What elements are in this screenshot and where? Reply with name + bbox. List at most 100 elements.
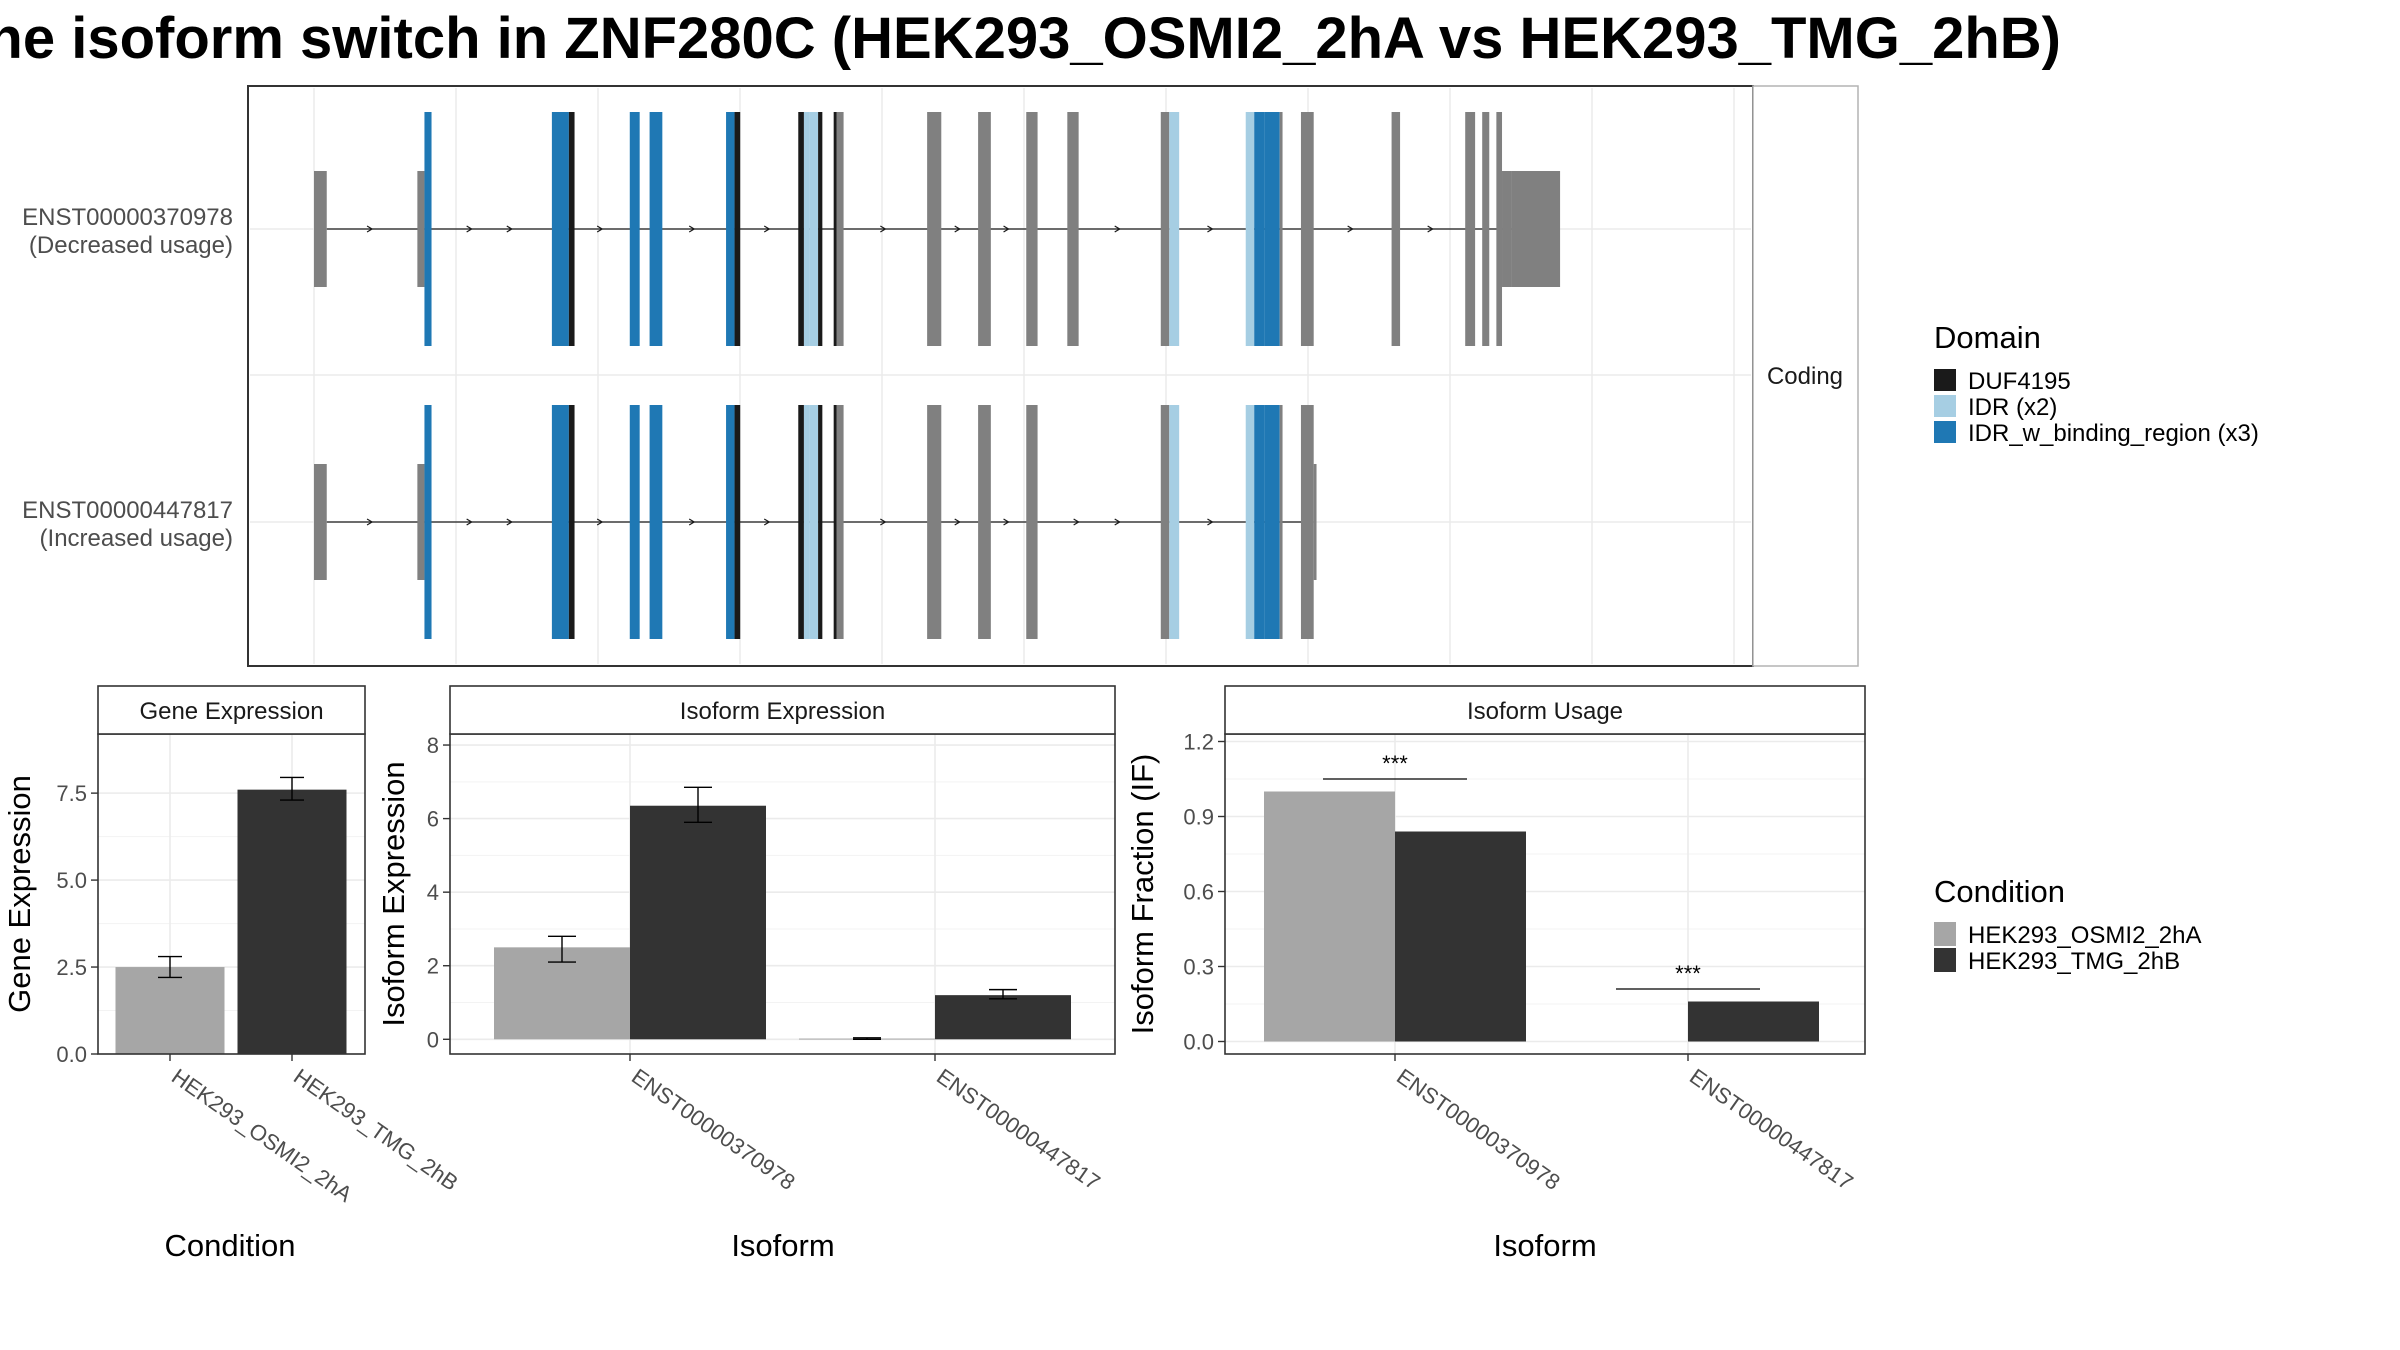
domain-exon-idr-w-binding-region xyxy=(649,112,663,346)
direction-arrow xyxy=(880,225,887,233)
domain-exon-duf4195 xyxy=(798,405,804,639)
x-axis-title: Isoform xyxy=(731,1228,834,1263)
direction-arrow xyxy=(954,225,961,233)
y-tick-label: 4 xyxy=(427,880,439,905)
y-axis-title: Isoform Expression xyxy=(376,761,411,1026)
significance-label: *** xyxy=(1382,751,1408,776)
exon xyxy=(417,464,425,580)
error-bar xyxy=(280,776,304,801)
x-tick-label: ENST00000370978 xyxy=(627,1064,800,1195)
bar xyxy=(115,967,225,1054)
direction-arrow xyxy=(596,225,604,233)
direction-arrow xyxy=(1207,225,1214,233)
domain-exon-duf4195 xyxy=(818,405,823,639)
panel-strip-title: Gene Expression xyxy=(139,698,323,725)
domain-exon-idr-w-binding-region xyxy=(1264,112,1280,346)
y-axis-title: Isoform Fraction (IF) xyxy=(1125,754,1160,1035)
domain-exon-duf4195 xyxy=(818,112,823,346)
isoform-expression-panel: Isoform Expression 0 2 4 6 8 ENST00000370978 EN… xyxy=(376,685,1116,1263)
domain-exon-duf4195 xyxy=(798,112,804,346)
y-tick-label: 5.0 xyxy=(56,868,87,893)
domain-exon-idr-w-binding-region xyxy=(1254,405,1265,639)
direction-arrow xyxy=(954,518,961,526)
direction-arrow xyxy=(506,225,513,233)
exon xyxy=(927,405,942,639)
y-tick-label: 6 xyxy=(427,807,439,832)
direction-arrow xyxy=(506,518,513,526)
x-axis-title: Isoform xyxy=(1493,1228,1596,1263)
direction-arrow xyxy=(1114,225,1121,233)
exon xyxy=(417,171,425,287)
y-tick-label: 2 xyxy=(427,954,439,979)
panel-strip-title: Isoform Expression xyxy=(680,698,885,725)
exon xyxy=(1160,405,1170,639)
exon xyxy=(836,405,844,639)
domain-exon-idr-w-binding-region xyxy=(424,112,432,346)
strip-label-coding: Coding xyxy=(1767,363,1843,390)
direction-arrow xyxy=(1114,518,1121,526)
bar xyxy=(630,805,766,1040)
exon xyxy=(1279,112,1283,346)
legend-swatch-tmg xyxy=(1934,948,1956,972)
domain-exon-duf4195 xyxy=(734,405,741,639)
exon xyxy=(1465,112,1476,346)
domain-exon-idr-w-binding-region xyxy=(1254,112,1265,346)
exon xyxy=(1502,171,1512,287)
figure-title: The isoform switch in ZNF280C (HEK293_OS… xyxy=(0,6,2061,71)
domain-exon-idr xyxy=(1169,112,1180,346)
exon xyxy=(836,112,844,346)
direction-arrow xyxy=(688,225,696,233)
domain-exon-duf4195 xyxy=(734,112,741,346)
direction-arrow xyxy=(1073,518,1080,526)
y-axis-title: Gene Expression xyxy=(2,775,37,1013)
isoform-usage-panel: *** *** Isoform Usage 0.0 0.3 0.6 0.9 1.2 ENST00… xyxy=(1125,685,1866,1263)
domain-exon-duf4195 xyxy=(833,112,837,346)
direction-arrow xyxy=(1003,518,1010,526)
x-tick-label: ENST00000370978 xyxy=(1392,1064,1565,1195)
legend-swatch-idr xyxy=(1934,395,1956,417)
domain-exon-idr xyxy=(809,405,819,639)
domain-exon-duf4195 xyxy=(568,405,575,639)
direction-arrow xyxy=(366,225,374,233)
panel-strip xyxy=(97,685,366,735)
exon xyxy=(314,171,327,287)
significance-label: *** xyxy=(1675,961,1701,986)
y-tick-label: 2.5 xyxy=(56,955,87,980)
bar xyxy=(237,789,347,1054)
y-tick-label: 8 xyxy=(427,733,439,758)
exon xyxy=(1496,112,1503,346)
exon xyxy=(1026,112,1038,346)
domain-legend-title: Domain xyxy=(1934,320,2041,355)
exon xyxy=(978,405,991,639)
domain-exon-idr-w-binding-region xyxy=(551,405,569,639)
structure-strip xyxy=(1752,85,1859,667)
bar xyxy=(1264,791,1395,1042)
exon xyxy=(1279,405,1283,639)
structure-tracks xyxy=(314,112,1561,639)
legend-label-osmi2: HEK293_OSMI2_2hA xyxy=(1968,922,2201,949)
exon xyxy=(927,112,942,346)
exon xyxy=(1313,464,1317,580)
direction-arrow xyxy=(688,518,696,526)
domain-exon-idr xyxy=(803,112,810,346)
y-tick-label: 0.6 xyxy=(1183,880,1214,905)
isoform-track xyxy=(314,405,1317,639)
y-tick-label: 7.5 xyxy=(56,781,87,806)
direction-arrow xyxy=(1207,518,1214,526)
x-axis-title: Condition xyxy=(165,1228,296,1263)
y-tick-label: 0 xyxy=(427,1027,439,1052)
legend-label-idr: IDR (x2) xyxy=(1968,394,2057,421)
exon xyxy=(1300,112,1314,346)
error-bar xyxy=(684,786,712,823)
exon xyxy=(314,464,327,580)
exon xyxy=(1391,112,1401,346)
domain-exon-idr-w-binding-region xyxy=(726,405,735,639)
error-bar xyxy=(989,988,1017,1000)
exon xyxy=(1160,112,1170,346)
domain-exon-idr-w-binding-region xyxy=(551,112,569,346)
exon xyxy=(1511,171,1561,287)
isoform-track xyxy=(314,112,1561,346)
legend-label-duf4195: DUF4195 xyxy=(1968,368,2071,395)
exon xyxy=(1026,405,1038,639)
